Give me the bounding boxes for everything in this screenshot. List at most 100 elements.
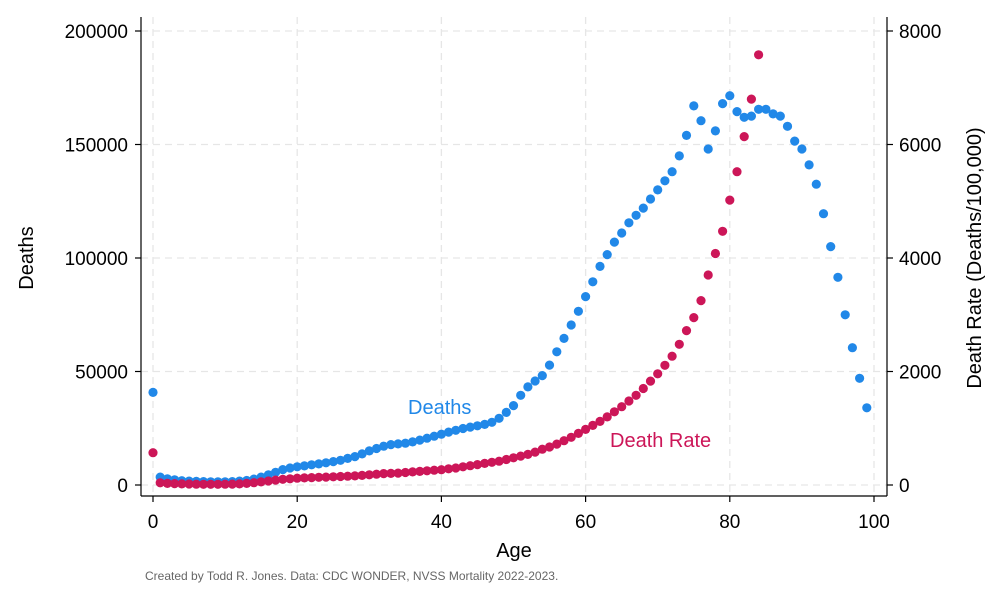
rate-point-0: [148, 448, 158, 458]
deaths-point-0: [148, 387, 158, 397]
rate-point-43: [458, 462, 468, 472]
rate-point-4: [177, 479, 187, 489]
rate-point-71: [660, 360, 670, 370]
y-tick-label-4: 200000: [65, 22, 128, 43]
deaths-point-97: [847, 343, 858, 353]
x-tick-label-3: 60: [575, 512, 596, 533]
x-tick-label-1: 20: [287, 512, 308, 533]
y2-tick-label-0: 0: [899, 476, 910, 497]
deaths-point-38: [422, 433, 432, 443]
rate-point-63: [602, 412, 612, 422]
deaths-point-92: [811, 179, 821, 189]
deaths-point-78: [710, 126, 721, 136]
rate-point-82: [739, 132, 749, 142]
rate-point-77: [703, 270, 713, 280]
y2-tick-label-4: 8000: [899, 22, 941, 43]
rate-point-25: [328, 472, 338, 482]
rate-point-17: [271, 475, 281, 485]
rate-point-2: [162, 478, 172, 488]
y-tick-label-2: 100000: [65, 249, 128, 270]
deaths-point-88: [782, 121, 793, 131]
deaths-point-89: [790, 136, 800, 146]
rate-point-13: [242, 478, 252, 488]
deaths-point-66: [624, 218, 634, 228]
rate-point-59: [573, 428, 584, 438]
deaths-point-60: [581, 292, 591, 302]
rate-point-80: [725, 195, 735, 205]
data-points: [148, 50, 872, 489]
deaths-point-40: [436, 429, 446, 439]
rate-point-23: [314, 472, 324, 482]
deaths-point-45: [472, 421, 482, 431]
y-tick-label-0: 0: [117, 476, 128, 497]
rate-point-55: [544, 442, 555, 452]
deaths-point-31: [371, 443, 382, 454]
deaths-point-91: [804, 160, 814, 170]
deaths-point-65: [617, 228, 627, 238]
rate-point-66: [624, 396, 634, 406]
rate-point-84: [754, 50, 764, 60]
rate-point-45: [472, 460, 482, 470]
rate-point-83: [746, 94, 757, 104]
deaths-point-49: [501, 407, 511, 417]
deaths-point-71: [660, 176, 670, 186]
rate-point-9: [213, 479, 223, 489]
deaths-point-35: [400, 438, 410, 448]
rate-point-26: [335, 471, 346, 482]
deaths-point-93: [818, 209, 829, 219]
deaths-point-36: [408, 437, 418, 447]
rate-point-16: [263, 476, 273, 486]
rate-point-56: [552, 439, 562, 449]
rate-point-67: [631, 390, 641, 400]
rate-point-75: [689, 313, 699, 323]
deaths-point-63: [602, 250, 612, 260]
deaths-point-24: [321, 458, 331, 468]
deaths-point-43: [458, 423, 468, 434]
deaths-point-23: [314, 459, 324, 469]
rate-point-64: [609, 407, 620, 417]
rate-point-32: [379, 469, 389, 479]
rate-point-3: [170, 479, 180, 489]
x-tick-label-4: 80: [719, 512, 740, 533]
deaths-point-17: [271, 467, 281, 477]
rate-point-70: [653, 369, 663, 379]
series-rate: [148, 50, 764, 489]
rate-point-11: [227, 479, 237, 489]
deaths-point-18: [278, 465, 288, 475]
deaths-point-61: [588, 277, 598, 287]
rate-point-52: [523, 449, 533, 459]
rate-point-28: [350, 471, 360, 481]
deaths-point-73: [674, 151, 684, 161]
deaths-point-83: [746, 111, 757, 121]
rate-point-74: [681, 326, 692, 336]
deaths-point-30: [364, 446, 374, 456]
deaths-point-95: [833, 272, 843, 282]
deaths-point-70: [653, 185, 663, 195]
deaths-point-28: [350, 452, 360, 462]
deaths-point-44: [465, 422, 475, 432]
tick-labels: 0500001000001500002000000200040006000800…: [65, 22, 942, 533]
rate-point-8: [206, 479, 216, 489]
deaths-point-84: [754, 104, 764, 114]
y2-tick-label-2: 4000: [899, 249, 941, 270]
deaths-point-39: [429, 431, 439, 441]
rate-point-41: [444, 464, 454, 474]
rate-point-42: [451, 463, 461, 473]
rate-point-78: [710, 248, 721, 259]
series-label-rate: Death Rate: [610, 430, 711, 452]
deaths-point-58: [566, 320, 576, 330]
rate-point-73: [674, 339, 684, 349]
deaths-point-27: [343, 453, 353, 463]
rate-point-53: [530, 447, 540, 457]
deaths-point-77: [703, 144, 713, 154]
rate-point-68: [638, 383, 648, 394]
deaths-point-86: [768, 109, 778, 119]
deaths-point-62: [595, 261, 605, 271]
rate-point-37: [415, 466, 425, 476]
rate-point-18: [278, 474, 288, 484]
deaths-point-21: [299, 461, 309, 471]
rate-point-60: [581, 424, 591, 434]
rate-point-10: [220, 479, 230, 489]
rate-point-69: [645, 376, 656, 386]
